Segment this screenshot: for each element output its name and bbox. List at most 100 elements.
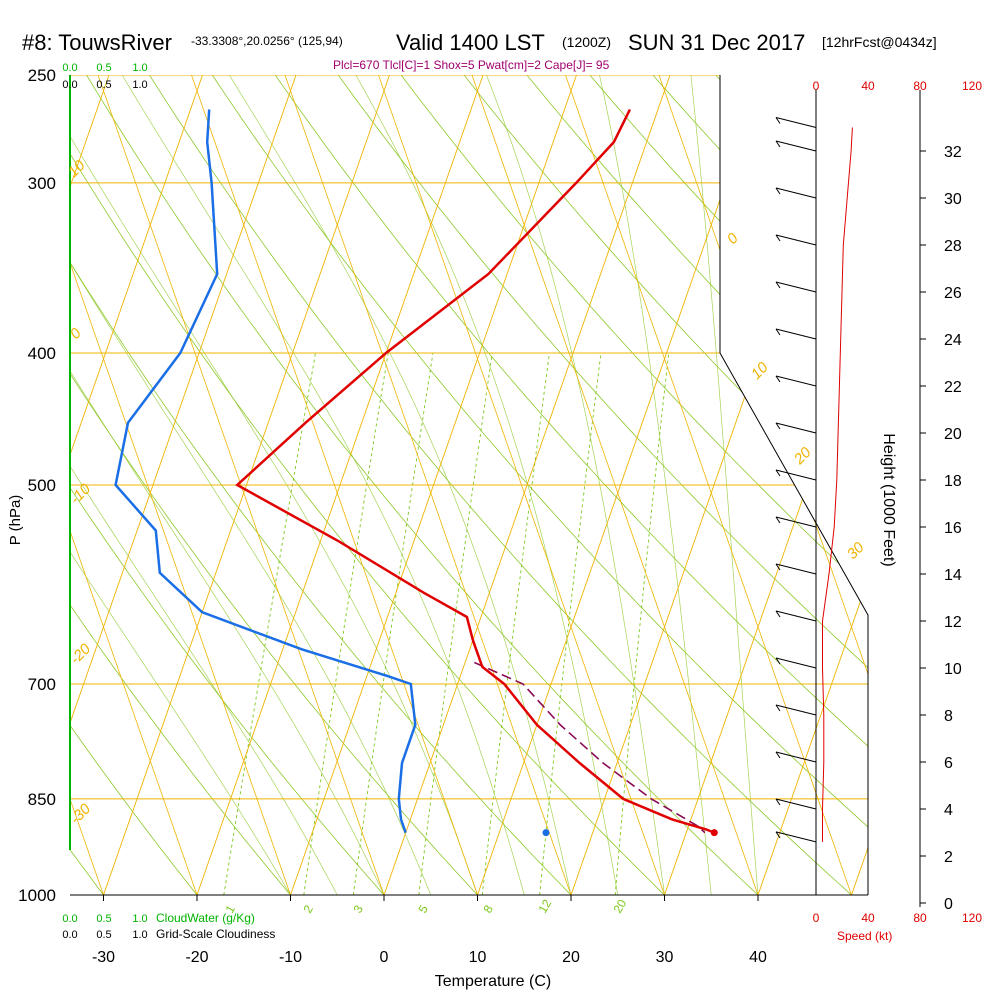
- moist-adiabat: [486, 75, 665, 895]
- isotherm: [70, 75, 203, 895]
- wind-barb: [775, 704, 817, 716]
- chart-overlay: [69, 75, 926, 907]
- dry-adiabat: [86, 75, 759, 895]
- cross-grid-line: [0, 75, 10, 895]
- dry-adiabat: [70, 75, 198, 895]
- speed-tick-bottom: 80: [913, 911, 927, 925]
- moist-adiabat: [121, 75, 525, 895]
- speed-tick-top: 80: [913, 79, 927, 93]
- dry-adiabat: [274, 75, 868, 895]
- dry-adiabat: [70, 75, 478, 895]
- wind-barb-flag: [775, 422, 781, 430]
- cloud-tick-bottom: 1.0: [132, 913, 147, 925]
- forecast-label: [12hrFcst@0434z]: [822, 34, 937, 50]
- cloud-tick-top: 1.0: [132, 62, 147, 74]
- isotherm-label: 10: [65, 157, 89, 181]
- dry-adiabat: [149, 75, 852, 895]
- isotherm-label: 10: [748, 359, 772, 383]
- height-tick: 2: [944, 849, 953, 866]
- cloudiness-tick-top: 1.0: [132, 79, 147, 91]
- wind-barb-flag: [775, 234, 781, 242]
- cloud-tick-bottom: 0.5: [96, 913, 111, 925]
- wind-barb-flag: [775, 187, 781, 195]
- height-tick: 24: [944, 332, 962, 349]
- isotherm-label: 0: [724, 229, 742, 247]
- pressure-tick-label: 850: [28, 790, 56, 809]
- pressure-tick-label: 1000: [18, 886, 56, 905]
- wind-barb: [775, 328, 817, 340]
- isotherm: [0, 75, 16, 895]
- moist-adiabat: [70, 75, 338, 895]
- speed-tick-top: 0: [813, 79, 820, 93]
- x-axis-title: Temperature (C): [435, 973, 551, 990]
- x-tick-label: 20: [562, 949, 580, 966]
- dry-adiabat: [70, 75, 385, 895]
- speed-tick-bottom: 40: [861, 911, 875, 925]
- wind-barb: [775, 422, 817, 434]
- x-tick-label: -20: [185, 949, 208, 966]
- cloudiness-tick-top: 0.0: [62, 79, 77, 91]
- height-tick: 8: [944, 708, 953, 725]
- speed-tick-bottom: 120: [962, 911, 982, 925]
- wind-barb: [775, 657, 817, 669]
- moist-adiabat: [599, 75, 712, 895]
- wind-barb: [775, 798, 817, 810]
- height-tick: 26: [944, 285, 962, 302]
- moist-adiabat: [70, 75, 291, 895]
- wind-barb: [775, 187, 817, 199]
- x-tick-label: -30: [92, 949, 115, 966]
- wind-barb-flag: [775, 610, 781, 618]
- x-tick-label: 30: [656, 949, 674, 966]
- height-tick: 12: [944, 614, 962, 631]
- moist-adiabat: [70, 75, 385, 895]
- wind-barb-flag: [775, 328, 781, 336]
- wind-barb-flag: [775, 831, 781, 839]
- dewpoint-line: [114, 109, 417, 834]
- height-tick: 30: [944, 191, 962, 208]
- pressure-tick-label: 500: [28, 476, 56, 495]
- mixing-ratio-line: [418, 352, 493, 895]
- temperature-line: [235, 108, 715, 834]
- dry-adiabat: [0, 75, 10, 895]
- dry-adiabat: [967, 75, 1000, 895]
- stability-parameters: Plcl=670 Tlcl[C]=1 Shox=5 Pwat[cm]=2 Cap…: [333, 58, 610, 72]
- cross-grid-line: [70, 75, 198, 895]
- height-tick: 4: [944, 802, 953, 819]
- wind-barb: [775, 375, 817, 387]
- height-tick: 28: [944, 238, 962, 255]
- sounding-profiles: [114, 108, 718, 837]
- mixing-ratio-line: [481, 352, 550, 895]
- cloudiness-tick-top: 0.5: [96, 79, 111, 91]
- cloud-tick-top: 0.5: [96, 62, 111, 74]
- mixing-ratio-label: 2: [300, 902, 316, 915]
- wind-barb: [775, 234, 817, 246]
- mixing-ratio-line: [352, 352, 434, 895]
- zulu-time: (1200Z): [562, 34, 612, 50]
- mixing-ratio-label: 20: [610, 897, 629, 916]
- plot-boundary: [719, 75, 869, 895]
- surface-dewpoint-dot: [542, 829, 550, 837]
- wind-barb: [775, 117, 817, 128]
- valid-time: Valid 1400 LST: [396, 30, 545, 55]
- background-grid: [0, 75, 1000, 895]
- height-tick: 18: [944, 473, 962, 490]
- site-title: #8: TouwsRiver: [22, 30, 172, 55]
- cloud-tick-top: 0.0: [62, 62, 77, 74]
- x-tick-label: 0: [380, 949, 389, 966]
- dry-adiabat: [211, 75, 868, 895]
- height-tick: 22: [944, 379, 962, 396]
- wind-barb-flag: [775, 140, 781, 148]
- dry-adiabat: [337, 75, 868, 895]
- mixing-ratio-label: 8: [480, 902, 496, 915]
- speed-tick-top: 120: [962, 79, 982, 93]
- isotherm-label: 20: [790, 444, 815, 469]
- wind-barb: [775, 140, 817, 152]
- wind-barb-flag: [775, 117, 781, 124]
- moist-adiabat: [70, 75, 478, 895]
- dry-adiabat: [463, 75, 868, 895]
- height-tick: 10: [944, 661, 962, 678]
- mixing-ratio-label: 12: [535, 897, 554, 916]
- height-tick: 0: [944, 896, 953, 913]
- moist-adiabat: [355, 75, 619, 895]
